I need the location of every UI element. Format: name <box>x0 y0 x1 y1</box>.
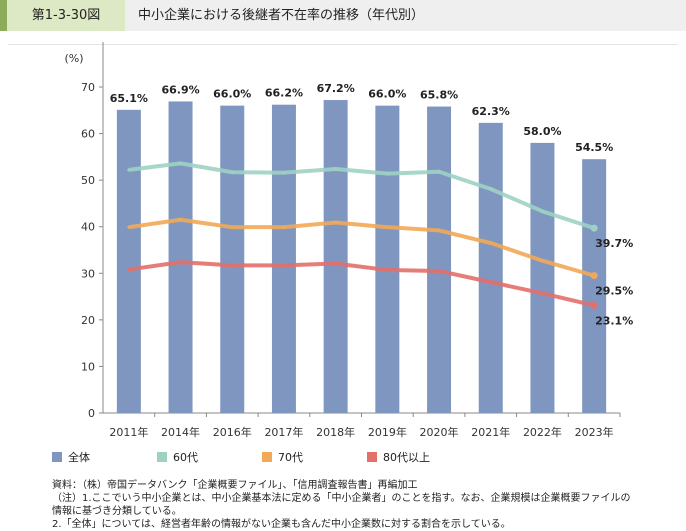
legend-item-all: 全体 <box>52 449 157 465</box>
header-accent <box>0 0 7 31</box>
y-tick-label: 20 <box>81 314 95 327</box>
line-point <box>540 291 544 295</box>
line-point <box>282 225 286 229</box>
line-point <box>540 209 544 213</box>
line-point <box>127 168 131 172</box>
bar-data-label: 54.5% <box>575 141 613 154</box>
bar-data-label: 67.2% <box>317 82 355 95</box>
line-point <box>282 171 286 175</box>
y-tick-label: 10 <box>81 360 95 373</box>
line-series-60代 <box>128 161 595 231</box>
bar-data-label: 65.8% <box>420 89 458 102</box>
legend-label: 70代 <box>278 451 303 464</box>
legend-item-80s: 80代以上 <box>367 449 472 465</box>
line-point <box>590 224 598 232</box>
note-2: 2.「全体」については、経営者年齢の情報がない企業も含んだ中小企業数に対する割合… <box>52 519 511 530</box>
figure-header: 第1-3-30図 中小企業における後継者不在率の推移（年代別） <box>0 0 686 31</box>
bar-data-label: 66.0% <box>368 88 406 101</box>
line-point <box>179 161 183 165</box>
line-end-label: 39.7% <box>595 237 633 250</box>
chart: (%) 0 10 20 30 40 50 60 70 2011年 2014年 2016年 2017年 20… <box>64 42 633 439</box>
figure-title: 中小企業における後継者不在率の推移（年代別） <box>138 8 425 23</box>
x-tick-label: 2021年 <box>471 425 510 439</box>
line-point <box>179 260 183 264</box>
line-point <box>179 218 183 222</box>
line-series-80代以上 <box>128 260 595 308</box>
line-point <box>385 268 389 272</box>
y-tick-label: 50 <box>81 174 95 187</box>
line-end-label: 29.5% <box>595 285 633 298</box>
line-point <box>334 167 338 171</box>
note-1-cont: 情報に基づき分類している。 <box>52 506 182 517</box>
legend-label: 80代以上 <box>383 451 430 464</box>
line-point <box>590 272 598 280</box>
bar-2022年 <box>530 142 555 413</box>
line-point <box>437 228 441 232</box>
line-point <box>230 170 234 174</box>
source-note: 資料：（株）帝国データバンク「企業概要ファイル」、「信用調査報告書」再編加工 <box>52 480 418 491</box>
bar-2019年 <box>375 105 400 413</box>
y-tick-label: 60 <box>81 128 95 141</box>
bar-data-label: 66.0% <box>213 88 251 101</box>
legend-item-70s: 70代 <box>262 449 367 465</box>
bar-data-label: 66.9% <box>161 83 199 96</box>
line-point <box>230 263 234 267</box>
y-tick-label: 0 <box>88 407 95 420</box>
x-tick-label: 2022年 <box>523 425 562 439</box>
bar-2011年 <box>116 109 141 413</box>
bar-data-label: 66.2% <box>265 87 303 100</box>
line-point <box>282 263 286 267</box>
legend-label: 全体 <box>68 451 90 464</box>
line-series-70代 <box>128 217 595 278</box>
y-tick-label: 30 <box>81 267 95 280</box>
line-point <box>489 187 493 191</box>
line-point <box>334 221 338 225</box>
bar-2020年 <box>427 106 452 413</box>
bar-data-label: 65.1% <box>110 92 148 105</box>
line-point <box>385 172 389 176</box>
x-tick-label: 2019年 <box>368 425 407 439</box>
x-tick-label: 2018年 <box>316 425 355 439</box>
bar-2018年 <box>323 100 348 413</box>
x-tick-label: 2016年 <box>213 425 252 439</box>
chart-frame-line <box>8 44 678 45</box>
x-tick-label: 2014年 <box>161 425 200 439</box>
line-point <box>127 225 131 229</box>
x-tick-label: 2020年 <box>420 425 459 439</box>
legend: 全体 60代 70代 80代以上 <box>52 449 472 465</box>
bar-2016年 <box>220 105 245 413</box>
bar-data-label: 58.0% <box>523 125 561 138</box>
line-point <box>590 301 598 309</box>
y-tick-label: 40 <box>81 221 95 234</box>
bar-2021年 <box>478 122 503 414</box>
line-point <box>334 262 338 266</box>
bar-2017年 <box>271 104 296 413</box>
line-point <box>385 225 389 229</box>
legend-label: 60代 <box>173 451 198 464</box>
line-end-label: 23.1% <box>595 314 633 327</box>
x-tick-label: 2011年 <box>109 425 148 439</box>
bar-2023年 <box>582 159 607 413</box>
y-axis-unit: (%) <box>64 52 83 65</box>
line-point <box>437 269 441 273</box>
x-tick-label: 2017年 <box>264 425 303 439</box>
line-point <box>540 259 544 263</box>
line-point <box>489 280 493 284</box>
legend-item-60s: 60代 <box>157 449 262 465</box>
line-point <box>230 225 234 229</box>
bar-2014年 <box>168 101 193 414</box>
line-point <box>127 268 131 272</box>
note-1: （注）1.ここでいう中小企業とは、中小企業基本法に定める「中小企業者」のことを指… <box>52 493 631 504</box>
x-tick-label: 2023年 <box>575 425 614 439</box>
notes: 資料：（株）帝国データバンク「企業概要ファイル」、「信用調査報告書」再編加工 （… <box>52 479 672 531</box>
bar-data-label: 62.3% <box>472 105 510 118</box>
figure-number: 第1-3-30図 <box>7 0 125 31</box>
y-tick-label: 70 <box>81 81 95 94</box>
line-point <box>489 241 493 245</box>
line-point <box>437 170 441 174</box>
